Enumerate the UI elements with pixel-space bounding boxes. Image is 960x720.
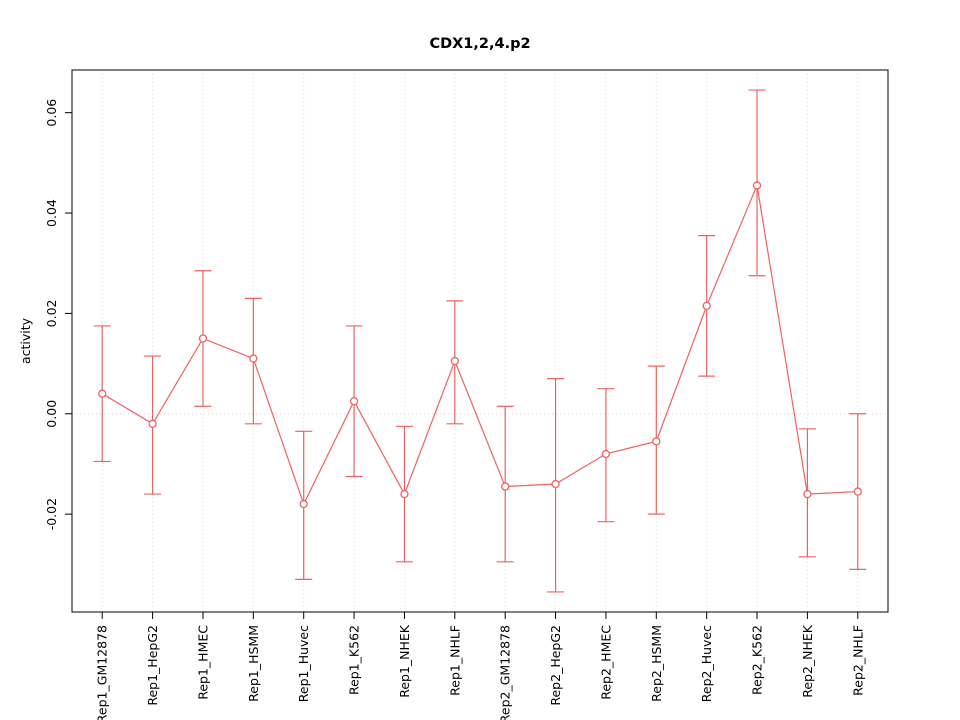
x-tick-label: Rep2_K562 xyxy=(750,625,765,695)
series-line xyxy=(101,183,858,506)
x-tick-label: Rep1_GM12878 xyxy=(95,625,110,720)
data-point-marker xyxy=(349,397,359,406)
x-tick-label: Rep1_K562 xyxy=(347,625,362,695)
y-tick-label: 0.02 xyxy=(44,299,59,327)
y-axis-label: activity xyxy=(18,317,33,364)
data-point-marker xyxy=(299,499,308,509)
x-tick-label: Rep1_NHLF xyxy=(447,625,462,696)
data-point-marker xyxy=(601,449,611,459)
data-point-marker xyxy=(98,389,107,398)
x-tick-label: Rep1_Huvec xyxy=(296,625,311,702)
x-tick-label: Rep2_HSMM xyxy=(649,625,664,702)
data-point-marker xyxy=(148,419,157,428)
x-tick-label: Rep2_GM12878 xyxy=(498,625,513,720)
y-tick-label: -0.02 xyxy=(44,498,59,530)
x-tick-label: Rep1_HMEC xyxy=(195,625,210,700)
x-tick-label: Rep1_NHEK xyxy=(397,624,412,698)
data-point-marker xyxy=(702,301,711,311)
chart-title: CDX1,2,4.p2 xyxy=(429,36,530,52)
x-tick-label: Rep2_Huvec xyxy=(699,625,714,702)
x-tick-label: Rep1_HSMM xyxy=(246,625,261,702)
data-point-marker xyxy=(501,482,510,491)
x-tick-label: Rep2_HMEC xyxy=(598,625,613,700)
y-axis: -0.02 0.00 0.02 0.04 0.06 xyxy=(44,99,72,530)
x-tick-label: Rep1_HepG2 xyxy=(145,625,160,706)
data-point-marker xyxy=(450,356,459,366)
data-point-marker xyxy=(198,334,208,343)
data-points xyxy=(98,181,862,509)
data-point-marker xyxy=(803,489,812,499)
data-point-marker xyxy=(853,487,862,496)
y-tick-label: 0.06 xyxy=(44,99,59,127)
data-point-marker xyxy=(249,354,258,363)
y-tick-label: 0.04 xyxy=(44,199,59,227)
plot-box xyxy=(71,69,889,613)
data-point-marker xyxy=(752,181,762,190)
data-point-marker xyxy=(652,437,661,446)
x-tick-label: Rep2_HepG2 xyxy=(548,625,563,706)
x-tick-label: Rep2_NHEK xyxy=(800,624,815,698)
y-tick-label: 0.00 xyxy=(44,400,59,428)
x-axis: Rep1_GM12878 Rep1_HepG2 Rep1_HMEC Rep1_HSMM… xyxy=(95,612,865,720)
data-point-marker xyxy=(551,479,560,489)
data-point-marker xyxy=(400,489,409,499)
x-tick-label: Rep2_NHLF xyxy=(850,625,865,696)
